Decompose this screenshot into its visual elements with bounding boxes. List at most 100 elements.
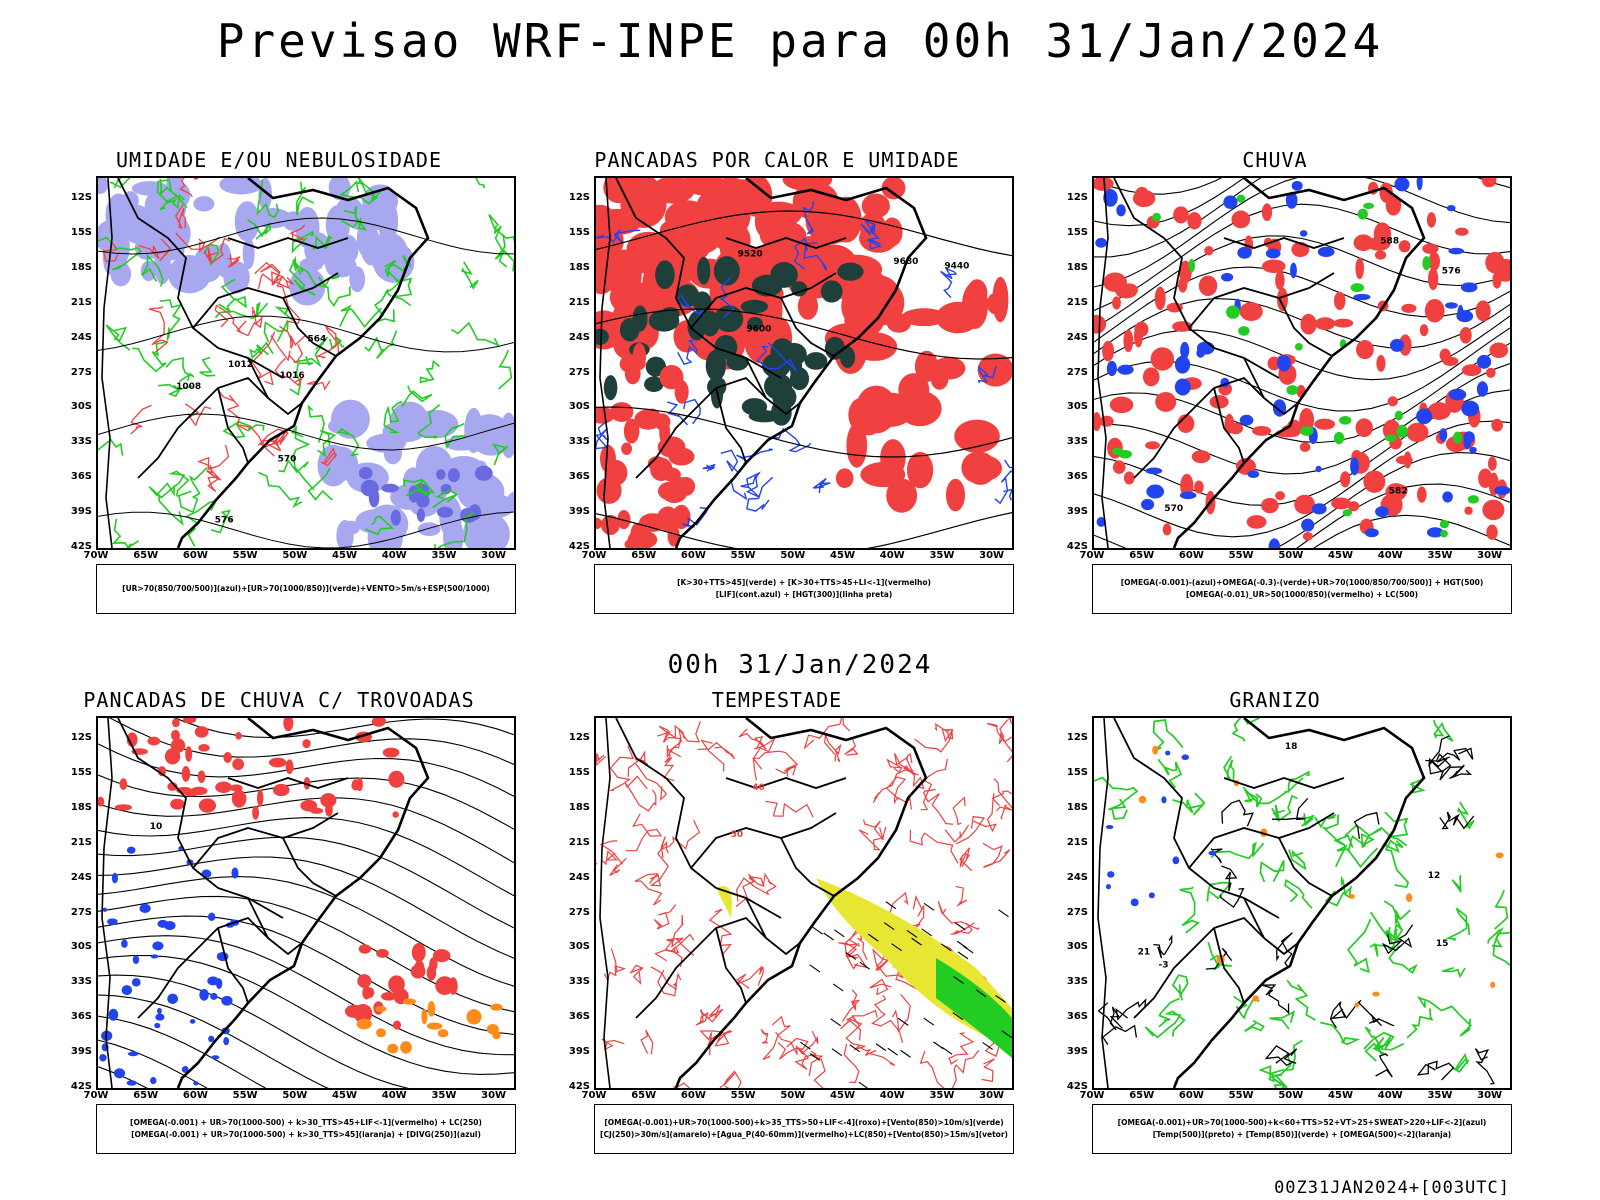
- low-level-humidity-contour: [383, 400, 403, 434]
- low-level-humidity-contour: [291, 230, 314, 254]
- rain-area: [1422, 243, 1439, 254]
- rain-omega-area: [1117, 364, 1134, 375]
- thunderstorm-area: [183, 718, 197, 724]
- low-level-humidity-contour: [218, 278, 247, 314]
- temperature-850-contour: [1269, 1010, 1296, 1030]
- rain-area: [1478, 468, 1493, 488]
- rain-strong-area: [1422, 256, 1431, 271]
- convection-area: [427, 1000, 436, 1017]
- latitude-label: 24S: [1066, 331, 1088, 343]
- latitude-label: 42S: [70, 1081, 92, 1093]
- low-level-jet-contour: [981, 1058, 995, 1083]
- instability-area: [596, 328, 609, 345]
- contour-value-label: 576: [1442, 266, 1461, 276]
- low-level-jet-contour: [846, 1009, 878, 1041]
- temperature-850-contour: [1110, 798, 1128, 820]
- divergence-area: [139, 903, 151, 913]
- temperature-850-contour: [1210, 841, 1265, 860]
- rain-omega-area: [1116, 204, 1126, 217]
- humidity-area: [328, 178, 351, 201]
- panel-title: GRANIZO: [1229, 688, 1321, 712]
- lifted-index-contour: [940, 267, 958, 299]
- contour-value-label: -3: [1159, 961, 1169, 971]
- low-level-humidity-contour: [185, 499, 218, 547]
- temperature-500-contour: [1102, 1024, 1138, 1045]
- low-level-jet-contour: [955, 885, 968, 907]
- thunderstorm-area: [268, 757, 287, 768]
- latitude-label: 18S: [70, 261, 92, 273]
- streamline: [1094, 178, 1223, 195]
- streamline: [1094, 362, 1510, 475]
- humidity-area: [443, 515, 464, 548]
- rain-omega-area: [1446, 205, 1456, 212]
- streamline: [1094, 235, 1510, 329]
- low-level-jet-contour: [736, 872, 777, 902]
- rain-area: [1401, 303, 1417, 313]
- temperature-500-contour: [1271, 797, 1309, 821]
- latitude-label: 18S: [1066, 261, 1088, 273]
- longitude-label: 65W: [631, 550, 657, 561]
- longitude-label: 60W: [1178, 1090, 1204, 1101]
- streamline: [1094, 203, 1510, 312]
- humidity-area: [234, 201, 260, 242]
- rain-omega-area: [1277, 355, 1291, 372]
- low-level-jet-contour: [920, 758, 948, 811]
- hail-area: [1130, 898, 1139, 907]
- rain-strong-area: [1357, 208, 1368, 220]
- rain-omega-area: [1460, 282, 1478, 293]
- low-level-humidity-contour: [328, 336, 345, 350]
- low-level-jet-contour: [736, 965, 764, 989]
- low-level-jet-contour: [640, 1029, 654, 1055]
- temperature-500-contour: [1416, 1060, 1455, 1081]
- lifted-index-contour: [596, 420, 609, 450]
- temperature-850-contour: [1494, 889, 1509, 930]
- wind-vector: [867, 933, 879, 942]
- thunderstorm-area: [414, 960, 425, 978]
- low-level-jet-contour: [596, 862, 598, 866]
- longitude-label: 45W: [332, 1090, 357, 1101]
- temperature-850-contour: [1206, 881, 1232, 902]
- low-level-humidity-contour: [98, 438, 124, 456]
- lifted-index-contour: [803, 242, 827, 271]
- latitude-label: 24S: [1066, 871, 1088, 883]
- lifted-index-contour: [769, 427, 812, 453]
- divergence-area: [152, 941, 164, 951]
- thunderstorm-area: [380, 991, 397, 1001]
- lifted-index-contour: [977, 365, 997, 384]
- low-level-jet-contour: [654, 933, 695, 962]
- low-level-humidity-contour: [444, 422, 466, 450]
- omega-500-area: [1354, 1002, 1360, 1008]
- convective-instability-area: [629, 530, 658, 548]
- thunderstorm-area: [170, 798, 185, 810]
- lifted-index-contour: [756, 342, 798, 372]
- low-level-humidity-contour: [156, 179, 188, 211]
- legend-line: [OMEGA(-0.001)+UR>70(1000-500)+k>35_TTS>…: [604, 1118, 1004, 1127]
- lifted-index-contour: [667, 401, 689, 426]
- low-level-jet-contour: [955, 815, 986, 845]
- rain-area: [1162, 523, 1172, 536]
- omega-500-area: [1152, 745, 1159, 755]
- low-level-jet-contour: [738, 728, 767, 750]
- rain-area: [1333, 318, 1354, 328]
- andes-border: [101, 718, 113, 1088]
- temperature-850-contour: [1321, 814, 1354, 849]
- thunderstorm-area: [215, 781, 232, 793]
- low-level-humidity-contour: [312, 235, 333, 250]
- wind-vector: [809, 964, 821, 973]
- low-level-humidity-contour: [365, 515, 395, 536]
- low-level-jet-contour: [934, 722, 954, 740]
- longitude-label: 35W: [431, 1090, 457, 1101]
- political-border: [1113, 178, 1280, 379]
- political-border: [1188, 272, 1335, 329]
- convective-instability-area: [886, 478, 918, 513]
- low-level-jet-contour: [695, 1009, 709, 1026]
- political-border: [1133, 916, 1265, 1019]
- temperature-850-contour: [1286, 979, 1316, 1021]
- longitude-label: 55W: [1228, 1090, 1254, 1101]
- convective-instability-area: [901, 308, 948, 327]
- temperature-850-contour: [1158, 997, 1180, 1028]
- legend-line: [Temp(500)](preto) + [Temp(850)](verde) …: [1152, 1130, 1452, 1139]
- coastline: [674, 178, 928, 548]
- rain-omega-area: [1265, 248, 1281, 259]
- thunderstorm-area: [229, 784, 243, 792]
